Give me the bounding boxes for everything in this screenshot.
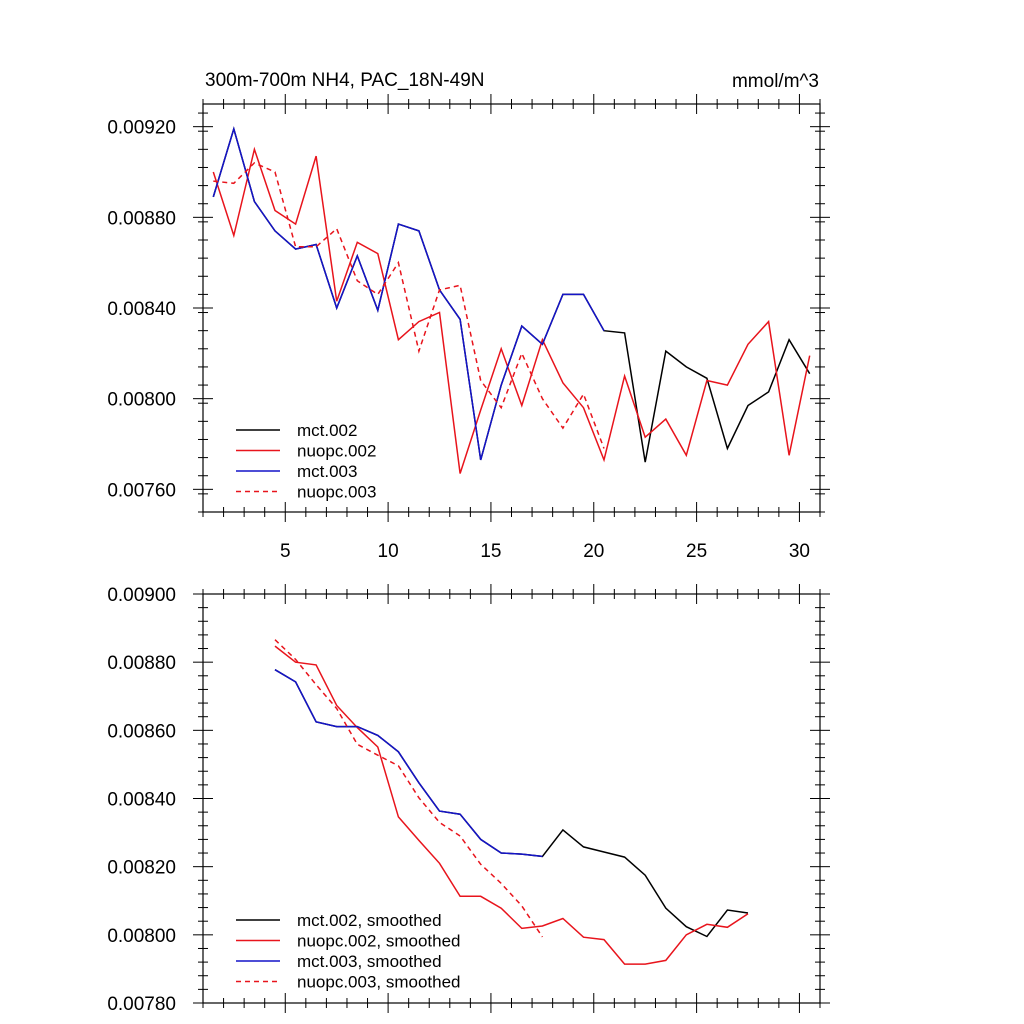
legend: mct.002, smoothed nuopc.002, smoothedmct.… [236,911,461,992]
x-tick-label: 25 [686,541,707,562]
y-tick-label: 0.00860 [107,721,176,742]
series-line-mct-002 [212,126,811,463]
chart-title: 300m-700m NH4, PAC_18N-49N [205,70,485,91]
ticks-layer: 0.00780 0.00800 0.00820 0.00840 0.00860 0.008… [107,584,830,1015]
series-layer [274,639,749,965]
axis-layer [202,103,821,513]
series-line-mct-003-smoothed [274,669,543,858]
legend-label: nuopc.003, smoothed [297,973,461,992]
axis-layer [202,593,821,1004]
legend-label: mct.002, smoothed [297,911,442,930]
y-tick-label: 0.00920 [107,118,176,139]
y-tick-label: 0.00780 [107,994,176,1015]
x-tick-label: 30 [789,541,810,562]
y-tick-label: 0.00800 [107,390,176,411]
legend-label: nuopc.002, smoothed [297,932,461,951]
top-panel: 300m-700m NH4, PAC_18N-49N mmol/m^3 5 10 1… [107,70,830,562]
units-label: mmol/m^3 [732,71,819,92]
y-tick-label: 0.00800 [107,926,176,947]
y-tick-label: 0.00880 [107,208,176,229]
series-line-mct-002-smoothed [274,669,749,938]
x-tick-label: 5 [280,541,291,562]
legend-label: mct.002 [297,421,357,440]
legend-label: nuopc.003 [297,483,376,502]
y-tick-label: 0.00880 [107,653,176,674]
legend-label: mct.003, smoothed [297,952,442,971]
x-tick-label: 10 [378,541,399,562]
bottom-panel: 0.00780 0.00800 0.00820 0.00840 0.00860 0.008… [107,584,830,1015]
series-line-mct-003 [212,126,605,461]
plot-frame [202,593,821,1004]
series-line-nuopc-003 [213,162,605,449]
x-tick-label: 20 [583,541,604,562]
y-tick-label: 0.00820 [107,858,176,879]
series-line-nuopc-002 [212,146,811,474]
ticks-layer: 5 10 15 20 25 30 0.00760 0.00800 0.00840 0.00880 0… [107,94,830,562]
legend-label: nuopc.002 [297,442,376,461]
y-tick-label: 0.00900 [107,585,176,606]
y-tick-label: 0.00840 [107,299,176,320]
series-layer [212,126,811,474]
legend-label: mct.003 [297,462,357,481]
y-tick-label: 0.00840 [107,790,176,811]
y-tick-label: 0.00760 [107,480,176,501]
plot-frame [202,103,821,513]
x-tick-label: 15 [480,541,501,562]
series-line-nuopc-002-smoothed [274,645,749,965]
series-line-nuopc-003-smoothed [274,639,544,938]
